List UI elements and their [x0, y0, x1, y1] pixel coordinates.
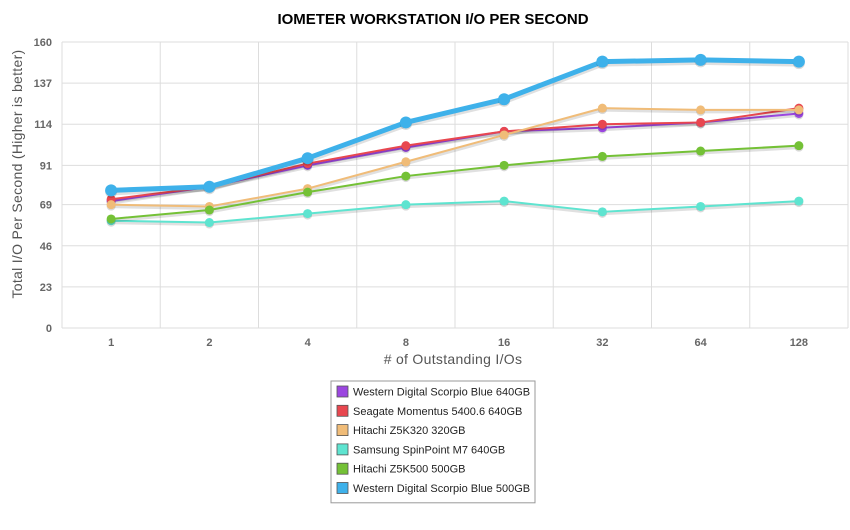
data-point: [696, 105, 706, 115]
series-line-shadow: [110, 108, 800, 203]
legend-swatch: [336, 385, 349, 398]
series-samsung-spinpoint-m7-640gb: [106, 196, 804, 229]
x-tick-label: 64: [695, 337, 708, 349]
legend-item: Seagate Momentus 5400.6 640GB: [336, 404, 522, 418]
data-point: [401, 157, 411, 167]
data-point: [106, 200, 116, 210]
x-tick-label: 128: [790, 337, 808, 349]
data-point: [597, 119, 607, 129]
legend-swatch: [336, 482, 349, 494]
data-point: [499, 160, 509, 170]
data-point: [597, 207, 607, 217]
legend-box: [330, 380, 536, 504]
data-point: [204, 218, 214, 228]
legend-label: Western Digital Scorpio Blue 500GB: [353, 483, 530, 495]
data-point: [792, 55, 805, 68]
data-point: [203, 180, 216, 193]
x-tick-label: 1: [108, 337, 114, 349]
x-axis-label: # of Outstanding I/Os: [384, 351, 523, 367]
series-line-shadow: [111, 108, 799, 210]
chart-title: IOMETER WORKSTATION I/O PER SECOND: [277, 11, 588, 28]
series-line: [108, 57, 802, 193]
legend-label: Western Digital Scorpio Blue 640GB: [353, 387, 530, 399]
series-line-shadow: [110, 114, 800, 205]
series-line-shadow: [111, 201, 799, 227]
data-point: [303, 187, 313, 197]
series-line-shadow: [110, 146, 799, 223]
y-tick-label: 69: [40, 200, 52, 212]
series-line: [110, 200, 800, 224]
legend-swatch: [336, 462, 349, 475]
data-point: [694, 53, 707, 66]
data-point: [401, 200, 411, 210]
legend-item: Western Digital Scorpio Blue 640GB: [336, 385, 530, 399]
y-tick-label: 0: [46, 323, 52, 335]
data-point: [696, 201, 706, 211]
y-axis-ticks: 0 23 46 69 91 114 137 160: [34, 37, 53, 335]
legend-label: Seagate Momentus 5400.6 640GB: [353, 406, 522, 418]
legend-swatch: [336, 424, 349, 437]
data-point: [399, 116, 412, 129]
legend-label: Hitachi Z5K320 320GB: [353, 425, 466, 437]
data-point: [794, 141, 804, 151]
legend-swatch: [336, 404, 349, 417]
x-tick-label: 8: [403, 337, 409, 349]
x-tick-label: 2: [206, 337, 212, 349]
data-point: [596, 55, 609, 68]
legend-item: Samsung SpinPoint M7 640GB: [336, 443, 505, 456]
legend-swatch: [336, 443, 349, 456]
data-point: [303, 209, 313, 219]
legend-label: Hitachi Z5K500 500GB: [353, 464, 466, 476]
legend: Western Digital Scorpio Blue 640GB Seagat…: [330, 380, 536, 504]
legend-label: Samsung SpinPoint M7 640GB: [353, 444, 505, 456]
series-layer: [105, 53, 805, 229]
legend-item: Hitachi Z5K320 320GB: [336, 424, 466, 437]
data-point: [499, 196, 509, 206]
x-axis-ticks: 1 2 4 8 16 32 64 128: [108, 337, 808, 349]
data-point: [696, 117, 706, 127]
data-point: [401, 141, 411, 151]
data-point: [499, 130, 509, 140]
x-tick-label: 16: [498, 337, 510, 349]
y-tick-label: 160: [34, 37, 52, 49]
grid: [61, 41, 849, 329]
data-point: [105, 184, 118, 197]
data-point: [401, 171, 411, 181]
y-tick-label: 23: [40, 282, 52, 294]
y-tick-label: 91: [40, 160, 52, 172]
series-hitachi-z5k500-500gb: [106, 141, 804, 225]
y-axis-label: Total I/O Per Second (Higher is better): [9, 49, 25, 298]
series-line: [110, 107, 800, 208]
data-point: [597, 151, 607, 161]
y-tick-label: 46: [40, 241, 52, 253]
data-point: [794, 105, 804, 115]
series-line: [110, 144, 800, 220]
x-tick-label: 32: [596, 337, 608, 349]
data-point: [301, 152, 314, 165]
legend-item: Hitachi Z5K500 500GB: [336, 462, 466, 476]
data-point: [106, 214, 116, 224]
y-tick-label: 137: [34, 78, 52, 90]
data-point: [794, 196, 804, 206]
data-point: [498, 93, 511, 106]
legend-item: Western Digital Scorpio Blue 500GB: [336, 482, 530, 495]
x-tick-label: 4: [305, 337, 312, 349]
data-point: [696, 146, 706, 156]
y-tick-label: 114: [34, 119, 53, 131]
data-point: [597, 103, 607, 113]
data-point: [204, 205, 214, 215]
series-western-digital-scorpio-blue-500gb: [105, 53, 805, 198]
